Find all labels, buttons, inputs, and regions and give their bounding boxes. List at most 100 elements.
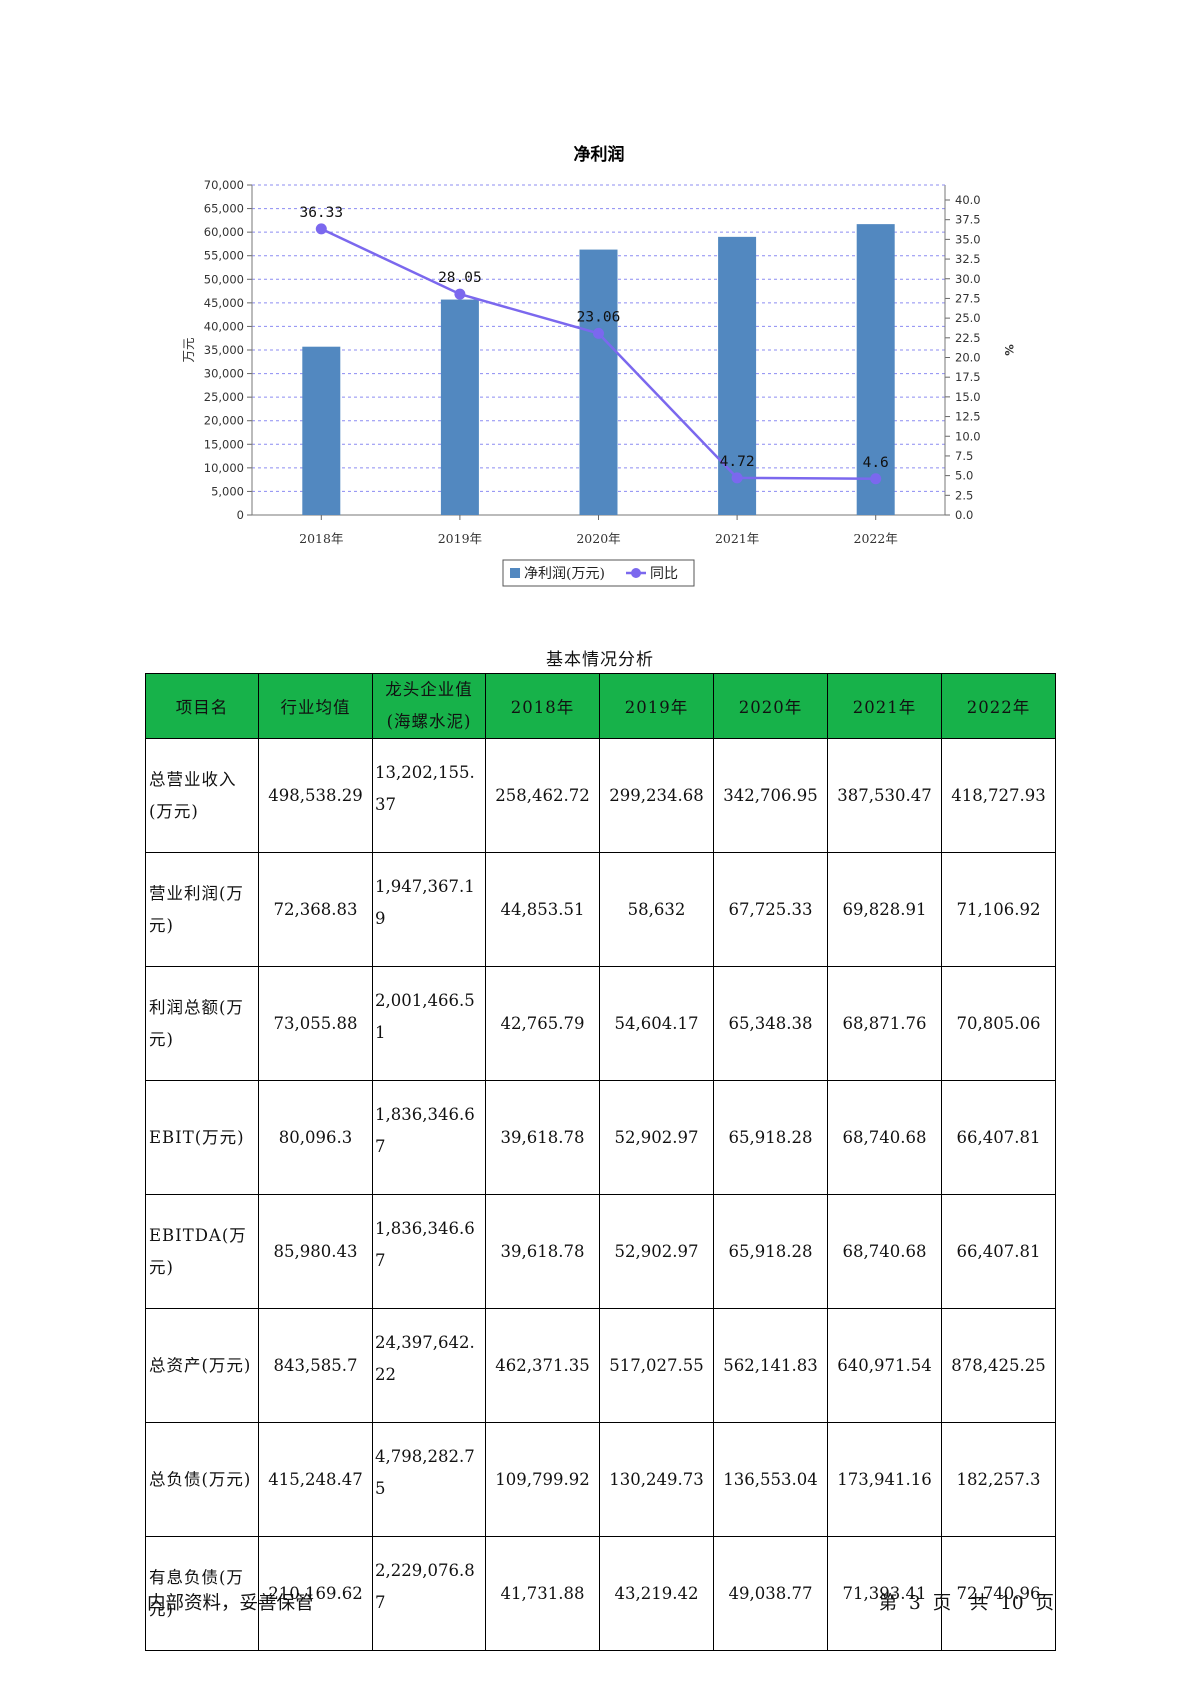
value-cell: 1,836,346.67: [372, 1194, 486, 1309]
legend-line-label: 同比: [650, 566, 678, 582]
right-tick-label: 20.0: [955, 351, 981, 365]
header-cell: 2018年: [485, 673, 600, 739]
value-cell: 136,553.04: [713, 1422, 828, 1537]
bar: [302, 346, 341, 515]
row-name-cell: 总负债(万元): [145, 1422, 259, 1537]
footer-page-number: 第 3 页 共 10 页: [878, 1593, 1054, 1614]
value-cell: 387,530.47: [827, 738, 942, 853]
value-cell: 462,371.35: [485, 1308, 600, 1423]
right-tick-label: 17.5: [955, 370, 981, 384]
value-cell: 44,853.51: [485, 852, 600, 967]
table-row: 有息负债(万元) 210,169.62 2,229,076.87 41,731.88 4…: [145, 1536, 1056, 1651]
header-cell: 项目名: [145, 673, 259, 739]
yoy-point: [731, 472, 743, 484]
value-cell: 517,027.55: [599, 1308, 714, 1423]
header-cell: 2020年: [713, 673, 828, 739]
yoy-data-label: 36.33: [299, 205, 343, 221]
right-tick-label: 10.0: [955, 429, 981, 443]
value-cell: 4,798,282.75: [372, 1422, 486, 1537]
right-tick-label: 37.5: [955, 213, 981, 227]
value-cell: 843,585.7: [258, 1308, 373, 1423]
header-cell: 龙头企业值(海螺水泥): [372, 673, 486, 739]
right-tick-label: 22.5: [955, 331, 981, 345]
value-cell: 130,249.73: [599, 1422, 714, 1537]
left-tick-label: 10,000: [204, 461, 244, 475]
x-tick-label: 2020年: [576, 531, 620, 546]
value-cell: 562,141.83: [713, 1308, 828, 1423]
value-cell: 39,618.78: [485, 1194, 600, 1309]
right-axis-title: %: [1002, 344, 1016, 356]
value-cell: 85,980.43: [258, 1194, 373, 1309]
value-cell: 42,765.79: [485, 966, 600, 1081]
value-cell: 24,397,642.22: [372, 1308, 486, 1423]
value-cell: 65,918.28: [713, 1194, 828, 1309]
chart-title: 净利润: [574, 144, 625, 165]
row-name-cell: 利润总额(万元): [145, 966, 259, 1081]
value-cell: 210,169.62: [258, 1536, 373, 1651]
value-cell: 1,836,346.67: [372, 1080, 486, 1195]
row-name-cell: 有息负债(万元): [145, 1536, 259, 1651]
right-tick-label: 0.0: [955, 508, 973, 522]
value-cell: 878,425.25: [941, 1308, 1056, 1423]
table-caption: 基本情况分析: [546, 650, 654, 670]
value-cell: 65,348.38: [713, 966, 828, 1081]
value-cell: 69,828.91: [827, 852, 942, 967]
yoy-point: [593, 327, 604, 339]
yoy-data-label: 4.72: [720, 454, 755, 470]
right-tick-label: 30.0: [955, 272, 981, 286]
x-tick-label: 2021年: [715, 531, 759, 546]
left-axis-title: 万元: [181, 337, 196, 362]
value-cell: 1,947,367.19: [372, 852, 486, 967]
left-tick-label: 60,000: [204, 225, 244, 239]
left-tick-label: 20,000: [204, 414, 244, 428]
legend-box: [502, 559, 695, 587]
value-cell: 2,229,076.87: [372, 1536, 486, 1651]
value-cell: 43,219.42: [599, 1536, 714, 1651]
value-cell: 640,971.54: [827, 1308, 942, 1423]
header-cell: 2019年: [599, 673, 714, 739]
value-cell: 68,740.68: [827, 1080, 942, 1195]
value-cell: 68,871.76: [827, 966, 942, 1081]
row-name-cell: EBIT(万元): [145, 1080, 259, 1195]
value-cell: 73,055.88: [258, 966, 373, 1081]
yoy-point: [315, 223, 327, 235]
table-row: EBIT(万元) 80,096.3 1,836,346.67 39,618.78 52,…: [145, 1080, 1056, 1195]
value-cell: 109,799.92: [485, 1422, 600, 1537]
value-cell: 58,632: [599, 852, 714, 967]
left-tick-label: 65,000: [204, 202, 244, 216]
left-tick-label: 35,000: [204, 343, 244, 357]
bar: [718, 236, 757, 515]
x-tick-label: 2022年: [854, 531, 898, 546]
row-name-cell: 总资产(万元): [145, 1308, 259, 1423]
value-cell: 52,902.97: [599, 1080, 714, 1195]
yoy-data-label: 28.05: [438, 270, 482, 286]
left-tick-label: 15,000: [204, 437, 244, 451]
table-row: EBITDA(万元) 85,980.43 1,836,346.67 39,618.78…: [145, 1194, 1056, 1309]
table-row: 总资产(万元) 843,585.7 24,397,642.22 462,371.35 5…: [145, 1308, 1056, 1423]
x-tick-label: 2019年: [438, 531, 482, 546]
value-cell: 54,604.17: [599, 966, 714, 1081]
value-cell: 415,248.47: [258, 1422, 373, 1537]
bar: [579, 249, 618, 516]
value-cell: 49,038.77: [713, 1536, 828, 1651]
right-tick-label: 27.5: [955, 291, 981, 305]
value-cell: 182,257.3: [941, 1422, 1056, 1537]
row-name-cell: EBITDA(万元): [145, 1194, 259, 1309]
left-tick-label: 55,000: [204, 249, 244, 263]
legend-bar-label: 净利润(万元): [524, 566, 605, 582]
value-cell: 80,096.3: [258, 1080, 373, 1195]
value-cell: 72,368.83: [258, 852, 373, 967]
value-cell: 258,462.72: [485, 738, 600, 853]
legend-line-marker: [631, 568, 641, 578]
value-cell: 299,234.68: [599, 738, 714, 853]
right-tick-label: 15.0: [955, 390, 981, 404]
value-cell: 41,731.88: [485, 1536, 600, 1651]
table-header-row: 项目名 行业均值 龙头企业值(海螺水泥) 2018年 2019年 2020年 2…: [145, 673, 1056, 739]
bar: [856, 224, 895, 515]
value-cell: 498,538.29: [258, 738, 373, 853]
yoy-data-label: 4.6: [863, 455, 889, 471]
yoy-data-label: 23.06: [577, 309, 621, 325]
net-profit-chart: 净利润 0 5,000 10,000 15,000 20,000 25,000 30,000 3…: [181, 144, 1016, 587]
value-cell: 13,202,155.37: [372, 738, 486, 853]
value-cell: 39,618.78: [485, 1080, 600, 1195]
